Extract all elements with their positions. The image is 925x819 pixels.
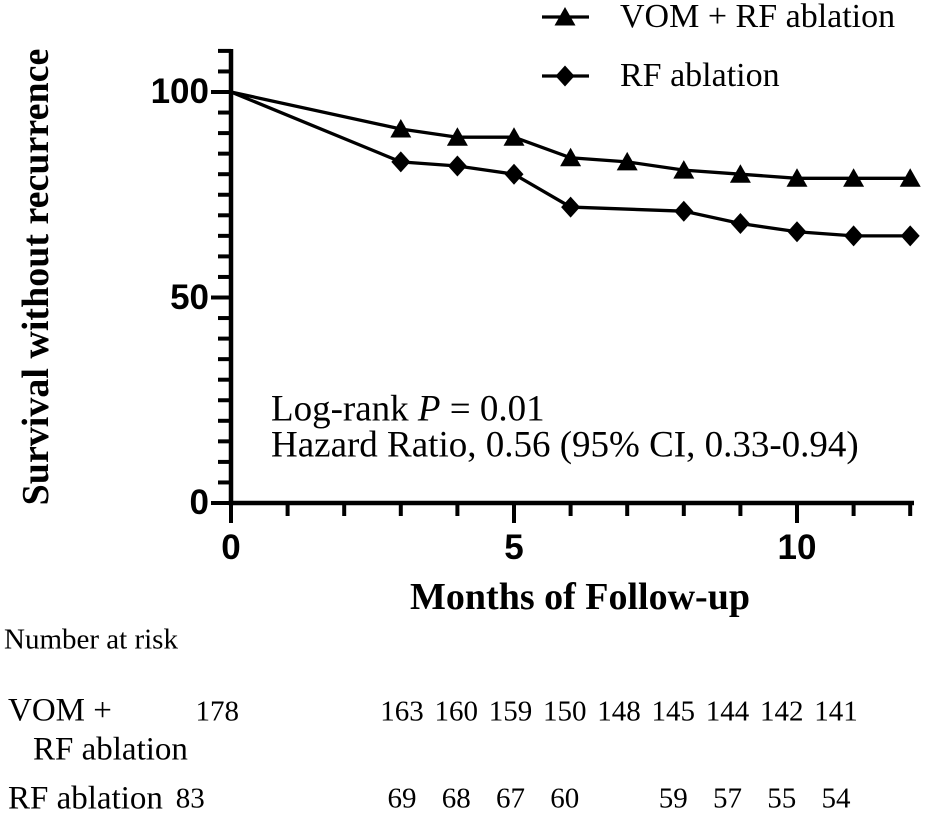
triangle-marker — [390, 118, 412, 138]
hazard-ratio-annotation: Hazard Ratio, 0.56 (95% CI, 0.33-0.94) — [271, 424, 859, 466]
risk-count: 159 — [488, 695, 533, 728]
diamond-marker — [391, 151, 411, 173]
triangle-marker — [446, 127, 468, 146]
risk-count: 59 — [658, 782, 688, 815]
series-line-1 — [230, 90, 911, 238]
x-tick-label-0: 0 — [221, 528, 241, 567]
triangle-marker — [786, 168, 808, 187]
triangle-marker — [899, 168, 921, 187]
triangle-marker — [673, 160, 695, 179]
risk-row-label-vom-line2: RF ablation — [33, 731, 188, 768]
y-tick-label-50: 50 — [170, 277, 209, 317]
risk-count: 57 — [713, 782, 742, 815]
diamond-marker — [900, 225, 920, 247]
risk-count: 83 — [175, 782, 205, 815]
risk-count: 160 — [434, 695, 479, 728]
diamond-marker — [787, 221, 807, 243]
triangle-marker — [503, 127, 525, 146]
diamond-marker — [730, 213, 750, 235]
triangle-marker — [729, 164, 751, 183]
legend-diamond-marker — [555, 65, 575, 87]
legend-label-rf-ablation: RF ablation — [620, 57, 780, 94]
legend-triangle-marker — [554, 7, 576, 26]
risk-count: 55 — [767, 782, 797, 815]
log-rank-text: Log-rank — [271, 388, 418, 430]
diamond-marker — [674, 200, 694, 222]
risk-count: 142 — [760, 695, 804, 728]
x-tick-label-5: 5 — [504, 528, 524, 567]
risk-count: 163 — [380, 695, 424, 728]
plot-area — [211, 7, 921, 523]
risk-count: 54 — [821, 782, 851, 815]
triangle-marker — [843, 168, 865, 187]
risk-count: 144 — [705, 695, 750, 728]
p-value-text: = 0.01 — [440, 388, 545, 430]
diamond-marker — [447, 155, 467, 177]
risk-count: 178 — [195, 695, 240, 728]
legend-label-vom-rf-ablation: VOM + RF ablation — [620, 0, 896, 35]
risk-count: 148 — [597, 695, 641, 728]
log-rank-annotation: Log-rank P = 0.01 — [271, 388, 545, 431]
triangle-marker — [560, 147, 582, 167]
risk-row-label-vom-line1: VOM + — [8, 692, 112, 729]
x-tick-label-10: 10 — [777, 528, 817, 567]
triangle-marker — [616, 151, 638, 171]
diamond-marker — [504, 163, 524, 185]
x-axis-title: Months of Follow-up — [410, 576, 750, 618]
risk-table-header: Number at risk — [4, 623, 178, 656]
risk-count: 145 — [651, 695, 696, 728]
risk-count: 60 — [550, 782, 580, 815]
diamond-marker — [844, 225, 864, 247]
y-tick-label-100: 100 — [150, 72, 209, 111]
risk-count: 141 — [814, 695, 858, 728]
risk-count: 69 — [387, 782, 417, 815]
risk-row-label-rf: RF ablation — [8, 780, 163, 817]
p-symbol: P — [417, 388, 441, 430]
diamond-marker — [561, 196, 581, 218]
risk-count: 67 — [496, 782, 525, 815]
risk-count: 150 — [543, 695, 587, 728]
y-tick-label-0: 0 — [189, 483, 209, 522]
risk-count: 68 — [441, 782, 471, 815]
survival-chart-svg — [211, 7, 921, 523]
